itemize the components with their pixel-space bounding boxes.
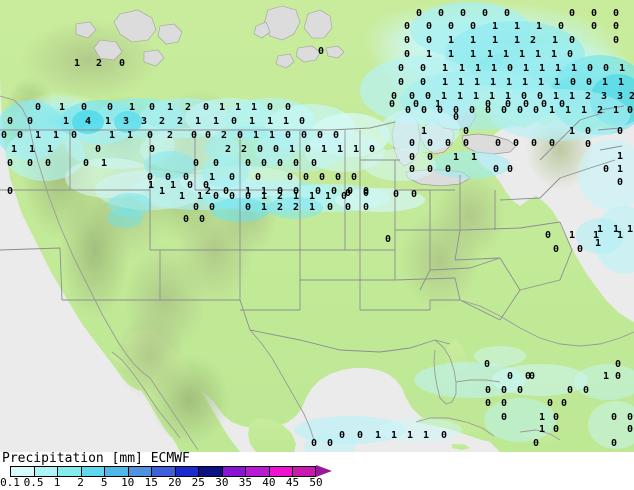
colorbar-segment — [151, 466, 175, 477]
colorbar-segment — [198, 466, 222, 477]
colorbar-tick: 10 — [121, 476, 135, 489]
colorbar-tick: 1 — [53, 476, 61, 489]
colorbar-tick: 25 — [191, 476, 205, 489]
colorbar-segment — [80, 466, 105, 477]
colorbar-tick: 50 — [309, 476, 323, 489]
colorbar-segment — [10, 466, 34, 477]
colorbar-segment — [127, 466, 152, 477]
colorbar-tick: 5 — [100, 476, 108, 489]
colorbar-segment — [33, 466, 58, 477]
colorbar-segment — [174, 466, 199, 477]
coastlines — [0, 95, 634, 451]
colorbar-segment — [57, 466, 81, 477]
colorbar-tick: 2 — [77, 476, 84, 489]
colorbar-overflow-arrow-icon — [316, 465, 332, 477]
colorbar-tick: 0.5 — [23, 476, 44, 489]
colorbar-tick: 40 — [262, 476, 276, 489]
colorbar-tick: 20 — [168, 476, 182, 489]
political-borders — [0, 105, 625, 353]
colorbar-tick: 0.1 — [0, 476, 20, 489]
colorbar-segment — [292, 466, 316, 477]
colorbar-segment — [104, 466, 128, 477]
colorbar[interactable] — [10, 466, 316, 477]
colorbar-tick: 15 — [144, 476, 158, 489]
colorbar-tick: 35 — [238, 476, 252, 489]
colorbar-tick: 30 — [215, 476, 229, 489]
colorbar-segment — [221, 466, 246, 477]
colorbar-tick: 45 — [285, 476, 300, 489]
colorbar-tick-labels: 0.1 0.5 1 2 5 10 15 20 25 30 35 40 45 50 — [0, 477, 340, 490]
colorbar-segment — [268, 466, 293, 477]
colorbar-segment — [245, 466, 269, 477]
legend-title: Precipitation [mm] ECMWF — [2, 451, 190, 466]
northern-lakes — [75, 5, 345, 69]
map-canvas — [0, 0, 634, 452]
legend-panel: Precipitation [mm] ECMWF 0.1 0.5 1 2 5 10 15 20… — [0, 452, 634, 490]
